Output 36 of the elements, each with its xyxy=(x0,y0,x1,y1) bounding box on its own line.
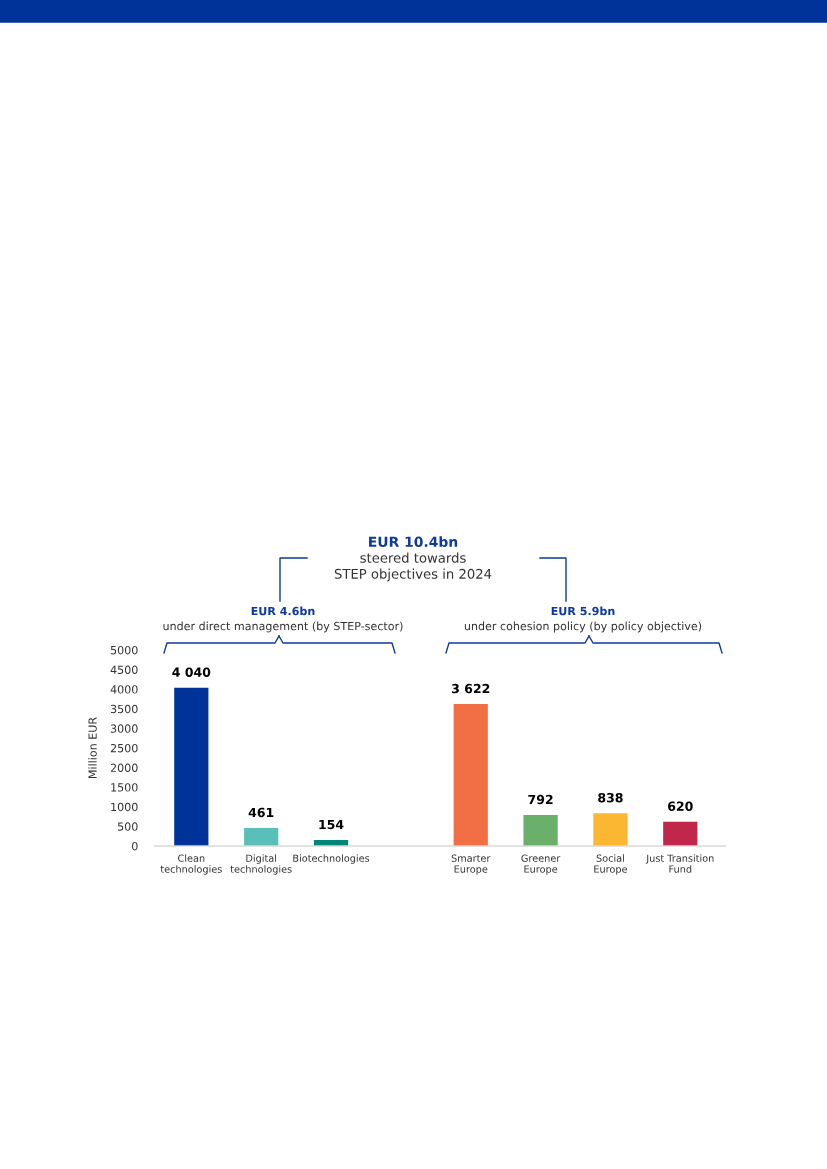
data-label: 620 xyxy=(668,801,693,811)
bar xyxy=(663,821,698,846)
data-label: 154 xyxy=(319,819,344,830)
bar xyxy=(174,687,209,846)
x-tick-label: Social Europe xyxy=(594,854,628,875)
chart-title: EUR 10.4bn xyxy=(369,536,458,548)
bar xyxy=(244,827,279,846)
y-tick-label: 4000 xyxy=(110,685,138,694)
x-tick-label: Smarter Europe xyxy=(451,854,491,875)
x-tick-label: Biotechnologies xyxy=(293,854,370,864)
data-label: 4 040 xyxy=(172,667,211,677)
y-tick-label: 2000 xyxy=(110,763,138,772)
y-tick-label: 1500 xyxy=(111,783,138,792)
data-label: 461 xyxy=(248,807,274,818)
x-tick-label: Clean technologies xyxy=(160,854,222,875)
bar xyxy=(453,704,488,846)
x-tick-label: Digital technologies xyxy=(230,854,292,875)
text: EUR 5.9bn under cohesion policy (by policy objective) xyxy=(464,606,702,633)
chart-subtitle: steered towards STEP objectives in 2024 xyxy=(334,552,492,582)
y-tick-label: 500 xyxy=(117,822,138,831)
data-label: 792 xyxy=(528,794,553,805)
data-label: 3 622 xyxy=(452,683,490,694)
y-tick-label: 2500 xyxy=(110,743,138,753)
x-tick-label: Just Transition Fund xyxy=(645,854,714,873)
y-tick-label: 3500 xyxy=(110,704,138,714)
bar xyxy=(593,813,628,846)
y-tick-label: 3000 xyxy=(110,724,138,733)
data-label: 838 xyxy=(598,792,623,803)
y-axis-title: Million EUR xyxy=(88,717,97,778)
text: EUR 4.6bn under direct management (by STEP-sector) xyxy=(163,606,403,633)
y-tick-label: 5000 xyxy=(110,645,138,655)
y-tick-label: 1000 xyxy=(111,802,138,812)
y-tick-label: 0 xyxy=(132,841,138,851)
x-tick-label: Greener Europe xyxy=(521,854,561,875)
y-tick-label: 4500 xyxy=(110,665,138,674)
bar xyxy=(523,814,558,846)
